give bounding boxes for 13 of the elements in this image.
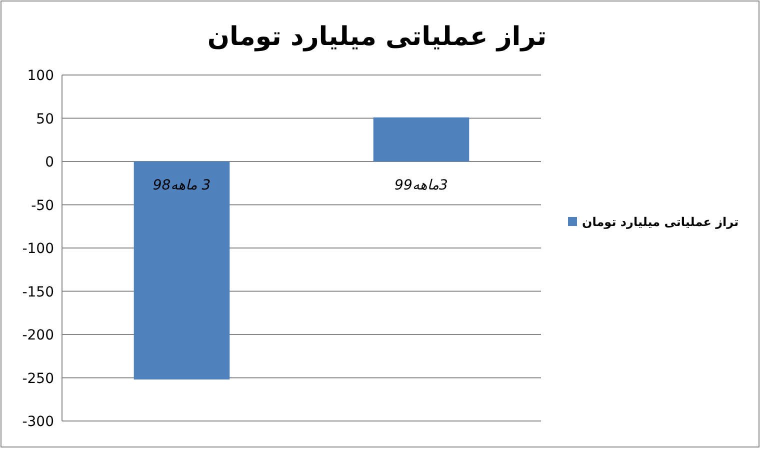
legend-label: تراز عملیاتی میلیارد تومان — [582, 215, 739, 229]
chart-title: تراز عملیاتی میلیارد تومان — [207, 22, 547, 52]
y-tick-label: -300 — [22, 414, 54, 430]
x-tick-label: 3ماهه99 — [394, 178, 448, 194]
y-tick-label: 100 — [27, 68, 54, 84]
x-tick-label: 3 ماهه98 — [152, 178, 211, 194]
y-tick-label: -100 — [22, 241, 54, 257]
y-tick-label: -150 — [22, 284, 54, 300]
y-tick-label: 0 — [45, 154, 54, 170]
y-tick-label: 50 — [36, 111, 54, 128]
y-tick-label: -200 — [22, 328, 54, 344]
y-tick-label: -50 — [31, 198, 54, 214]
y-tick-label: -250 — [22, 370, 54, 387]
